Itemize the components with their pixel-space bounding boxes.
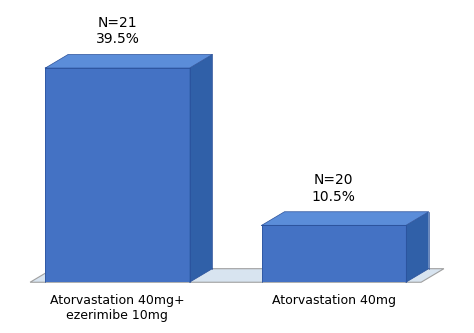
Polygon shape <box>46 68 190 282</box>
Polygon shape <box>30 269 444 282</box>
Polygon shape <box>190 55 212 282</box>
Text: N=20
10.5%: N=20 10.5% <box>312 173 356 203</box>
Text: N=21
39.5%: N=21 39.5% <box>95 16 139 46</box>
Polygon shape <box>406 212 428 282</box>
Polygon shape <box>46 55 212 68</box>
Polygon shape <box>262 225 406 282</box>
Polygon shape <box>262 212 428 225</box>
